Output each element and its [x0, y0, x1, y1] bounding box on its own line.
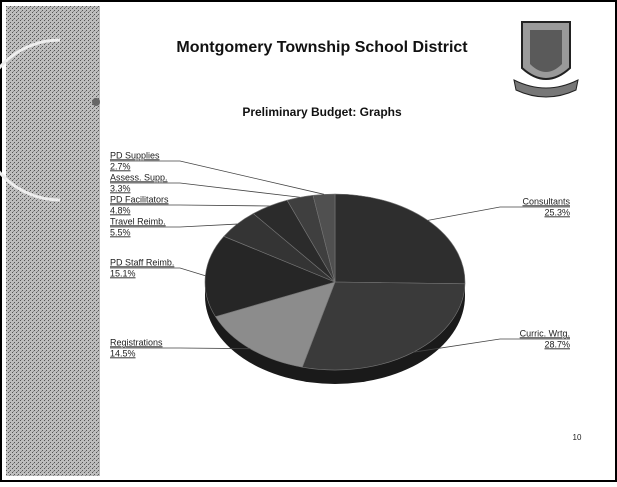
slice-value: 5.5% [110, 227, 131, 237]
leader-line [110, 182, 300, 198]
leader-line [110, 223, 238, 228]
slice-label: PD Supplies [110, 150, 160, 160]
slice-value: 25.3% [544, 207, 570, 217]
pie-slice [215, 281, 336, 368]
slice-value: 14.5% [110, 348, 136, 358]
slice-value: 4.8% [110, 205, 131, 215]
leader-line [110, 204, 270, 207]
slice-value: 28.7% [544, 339, 570, 349]
page-number: 10 [573, 433, 582, 442]
chart-subtitle: Preliminary Budget: Graphs [242, 105, 402, 119]
slice-value: 15.1% [110, 268, 136, 278]
slice-label: PD Facilitators [110, 194, 169, 204]
pie-slice [301, 281, 466, 371]
pie-slice [312, 193, 336, 283]
chart-title: Montgomery Township School District [176, 39, 468, 56]
slice-label: Assess. Supp. [110, 172, 168, 182]
side-strip [6, 6, 100, 476]
slice-value: 3.3% [110, 183, 131, 193]
leader-line [110, 160, 325, 195]
dot [92, 98, 100, 106]
slice-label: Registrations [110, 337, 163, 347]
slice-label: PD Staff Reimb. [110, 257, 174, 267]
leader-line [427, 206, 570, 221]
swoosh [0, 38, 61, 202]
leader-line [413, 338, 570, 353]
leader-line [110, 347, 251, 350]
leader-line [110, 267, 206, 277]
crest [513, 21, 579, 98]
pie-slice [204, 235, 336, 317]
slice-value: 2.7% [110, 161, 131, 171]
slice-label: Curric. Wrtg. [520, 328, 570, 338]
slice-label: Travel Reimb. [110, 216, 166, 226]
slice-label: Consultants [522, 196, 570, 206]
